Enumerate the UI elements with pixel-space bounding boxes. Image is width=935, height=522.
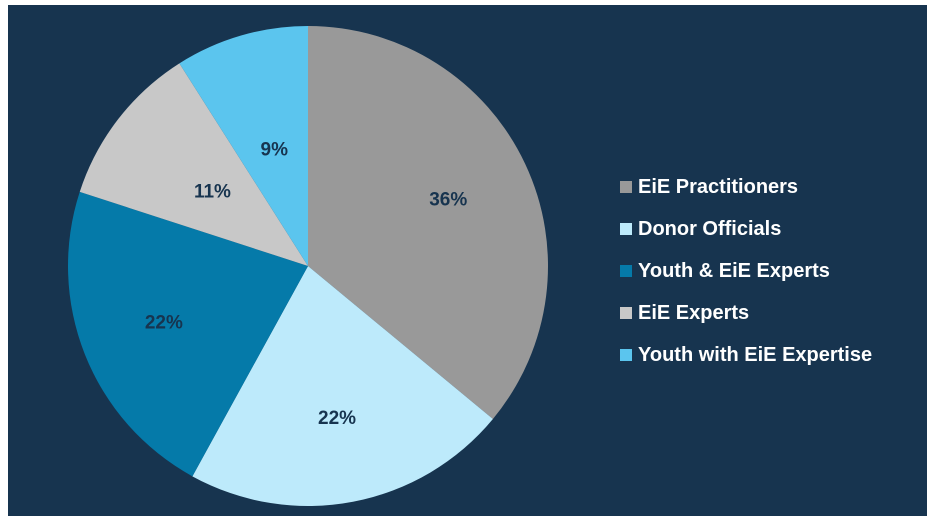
- pie-slice-eie-practitioners: [308, 26, 548, 419]
- legend-swatch: [620, 223, 632, 235]
- slice-label-eie-experts: 11%: [194, 181, 231, 202]
- pie-slice-donor-officials: [192, 266, 493, 507]
- legend-swatch: [620, 181, 632, 193]
- slice-label-youth-with-eie-expertise: 9%: [261, 139, 289, 160]
- legend-label: Donor Officials: [638, 217, 782, 240]
- pie-slice-youth-and-eie-experts: [67, 191, 309, 477]
- legend-label: Youth & EiE Experts: [638, 259, 830, 282]
- legend-label: Youth with EiE Expertise: [638, 343, 873, 366]
- slice-label-eie-practitioners: 36%: [429, 190, 467, 211]
- legend-swatch: [620, 265, 632, 277]
- legend-item-eie-experts: EiE Experts: [620, 292, 872, 334]
- legend-label: EiE Experts: [638, 301, 750, 324]
- legend-swatch: [620, 307, 632, 319]
- legend-item-youth-and-eie-experts: Youth & EiE Experts: [620, 250, 872, 292]
- legend-item-eie-practitioners: EiE Practitioners: [620, 166, 872, 208]
- chart-legend: EiE Practitioners Donor Officials Youth & …: [620, 166, 872, 376]
- legend-item-youth-with-eie-expertise: Youth with EiE Expertise: [620, 334, 872, 376]
- legend-label: EiE Practitioners: [638, 175, 799, 198]
- slice-label-youth-and-eie-experts: 22%: [145, 313, 183, 334]
- pie-slice-eie-experts: [79, 63, 309, 266]
- legend-item-donor-officials: Donor Officials: [620, 208, 872, 250]
- slice-label-donor-officials: 22%: [318, 408, 356, 429]
- pie-slice-youth-with-eie-expertise: [179, 26, 308, 266]
- legend-swatch: [620, 349, 632, 361]
